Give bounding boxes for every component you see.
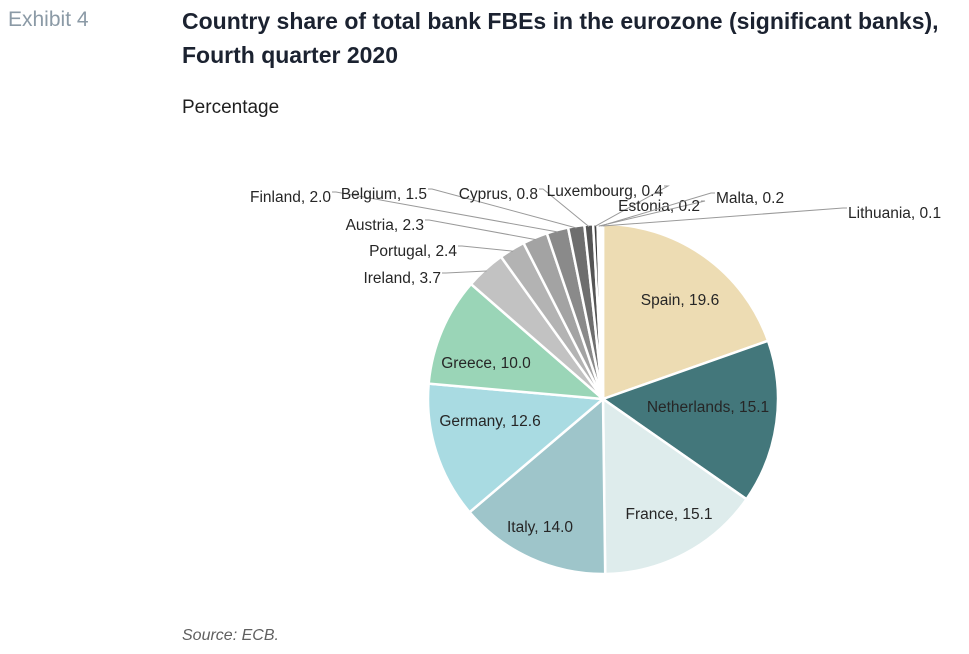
leader-line-finland: [332, 191, 558, 233]
slice-label-portugal: Portugal, 2.4: [369, 243, 457, 260]
chart-title: Country share of total bank FBEs in the …: [182, 8, 939, 68]
slice-label-belgium: Belgium, 1.5: [341, 186, 427, 203]
pie-slice-germany: [426, 382, 605, 514]
slice-label-finland: Finland, 2.0: [250, 189, 331, 206]
slice-label-malta: Malta, 0.2: [716, 190, 784, 207]
leader-line-estonia: [598, 200, 706, 227]
slice-label-italy: Italy, 14.0: [507, 519, 573, 536]
slice-label-france: France, 15.1: [625, 506, 712, 523]
slice-label-luxembourg: Luxembourg, 0.4: [547, 183, 664, 200]
pie-slice-italy: [468, 397, 607, 576]
leader-line-malta: [600, 192, 715, 227]
leader-line-lithuania: [602, 207, 847, 227]
slice-label-estonia: Estonia, 0.2: [618, 198, 700, 215]
pie-slice-greece: [427, 282, 605, 401]
leader-line-austria: [425, 219, 536, 241]
pie-slice-france: [601, 397, 748, 576]
chart-subtitle: Percentage: [182, 97, 280, 118]
slice-label-germany: Germany, 12.6: [439, 413, 540, 430]
leader-line-luxembourg: [595, 185, 670, 227]
slice-label-cyprus: Cyprus, 0.8: [459, 186, 538, 203]
slice-label-austria: Austria, 2.3: [346, 217, 424, 234]
slice-label-lithuania: Lithuania, 0.1: [848, 205, 941, 222]
slice-label-ireland: Ireland, 3.7: [363, 270, 441, 287]
slice-label-spain: Spain, 19.6: [641, 292, 719, 309]
exhibit-label: Exhibit 4: [8, 8, 89, 31]
pie-slice-netherlands: [601, 339, 780, 501]
slice-label-greece: Greece, 10.0: [441, 355, 531, 372]
slice-label-netherlands: Netherlands, 15.1: [647, 399, 769, 416]
leader-line-cyprus: [539, 188, 590, 227]
leader-line-portugal: [458, 245, 514, 252]
source-note: Source: ECB.: [182, 627, 279, 644]
pie-slice-lithuania: [600, 222, 605, 401]
leader-line-belgium: [428, 188, 577, 229]
leader-line-ireland: [442, 270, 487, 274]
